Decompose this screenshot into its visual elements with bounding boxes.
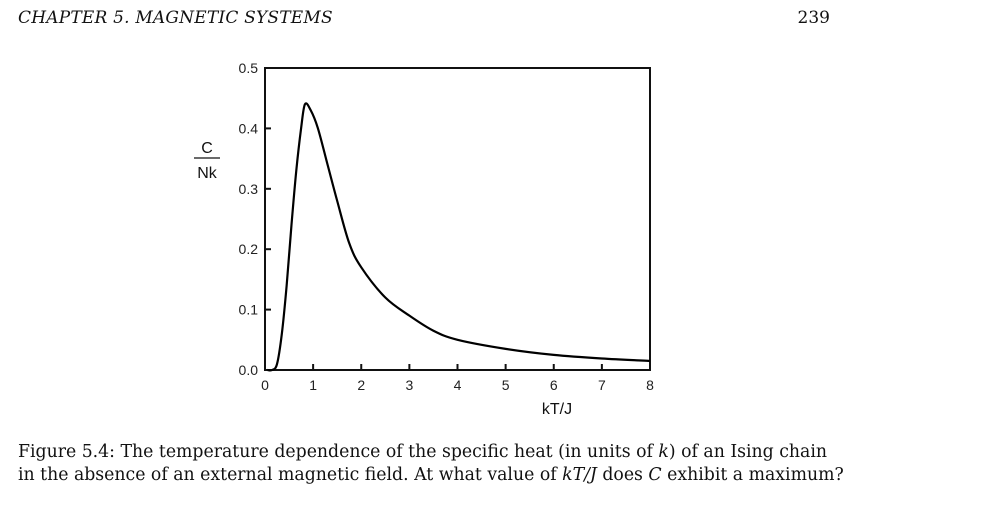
page-number: 239 — [797, 8, 830, 28]
x-tick-label: 4 — [454, 377, 462, 393]
caption-text-3: does — [596, 465, 649, 485]
y-axis: 0.0 0.1 0.2 0.3 0.4 0.5 — [239, 60, 271, 378]
specific-heat-figure: 0 1 2 3 4 5 6 7 8 0.0 0.1 0.2 0.3 0.4 0.5 kT/J C Nk — [194, 60, 654, 418]
running-header: CHAPTER 5. MAGNETIC SYSTEMS — [18, 8, 333, 28]
caption-kTJ: kT/J — [562, 465, 597, 485]
y-tick-label: 0.2 — [239, 241, 259, 257]
plot-frame — [264, 67, 651, 371]
caption-C: C — [648, 465, 662, 485]
caption-text-4: exhibit a maximum? — [661, 465, 844, 485]
x-tick-label: 7 — [598, 377, 606, 393]
figure-caption: Figure 5.4: The temperature dependence o… — [18, 441, 848, 487]
x-tick-label: 5 — [502, 377, 510, 393]
caption-text-2: ) of an Ising chain in the absence of an… — [18, 442, 828, 485]
y-tick-label: 0.4 — [239, 120, 259, 136]
x-tick-label: 6 — [550, 377, 558, 393]
caption-text-1: The temperature dependence of the specif… — [115, 442, 659, 462]
y-tick-label: 0.1 — [239, 302, 259, 318]
caption-label: Figure 5.4: — [18, 442, 115, 462]
x-tick-label: 0 — [261, 377, 269, 393]
x-tick-label: 1 — [309, 377, 317, 393]
x-tick-label: 8 — [646, 377, 654, 393]
y-tick-label: 0.0 — [239, 362, 259, 378]
y-axis-title-numerator: C — [201, 140, 213, 157]
caption-k: k — [658, 442, 669, 462]
x-tick-label: 2 — [357, 377, 365, 393]
y-axis-title-denominator: Nk — [197, 165, 218, 182]
x-tick-label: 3 — [405, 377, 413, 393]
specific-heat-curve — [267, 102, 651, 372]
x-axis: 0 1 2 3 4 5 6 7 8 — [261, 364, 654, 393]
y-tick-label: 0.3 — [239, 181, 259, 197]
y-tick-label: 0.5 — [239, 60, 259, 76]
x-axis-title: kT/J — [542, 401, 572, 418]
